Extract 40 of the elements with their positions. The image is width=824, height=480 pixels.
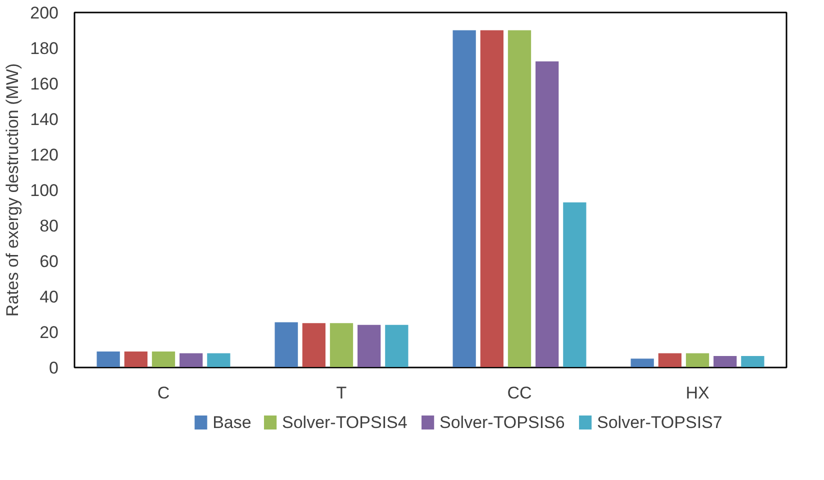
bar [686,353,710,368]
y-tick-label: 80 [40,216,59,236]
bar [480,30,504,368]
y-tick-label: 0 [49,358,59,378]
x-tick-label: CC [507,384,532,402]
bar [630,358,654,368]
bar [536,61,559,368]
legend-label: Solver-TOPSIS4 [282,413,408,432]
bar [152,352,176,368]
bar [714,356,737,368]
x-tick-label: C [157,384,170,402]
bar [563,202,586,368]
y-tick-label: 20 [40,323,59,342]
y-tick-label: 40 [40,288,59,306]
bar [508,30,532,368]
bar [302,323,326,368]
bar [741,356,764,368]
legend-label: Solver-TOPSIS7 [597,413,722,432]
y-tick-label: 140 [30,110,59,129]
y-tick-label: 60 [40,252,59,271]
y-axis-title: Rates of exergy destruction (MW) [3,63,22,317]
bar [358,324,381,368]
legend-label: Base [212,413,252,432]
bar [330,323,354,368]
x-tick-label: HX [686,384,710,402]
bar [452,30,476,368]
bar [180,353,203,368]
y-tick-label: 120 [30,146,59,164]
x-tick-label: T [336,384,347,402]
bar [96,352,120,368]
y-tick-label: 200 [30,4,59,22]
y-tick-label: 100 [30,181,59,200]
y-tick-label: 160 [30,74,59,94]
bar [124,352,148,368]
bar [385,324,408,368]
legend-label: Solver-TOPSIS6 [440,413,565,432]
bar [207,353,230,368]
y-tick-label: 180 [30,39,59,58]
bar [658,353,682,368]
bar [274,322,298,368]
